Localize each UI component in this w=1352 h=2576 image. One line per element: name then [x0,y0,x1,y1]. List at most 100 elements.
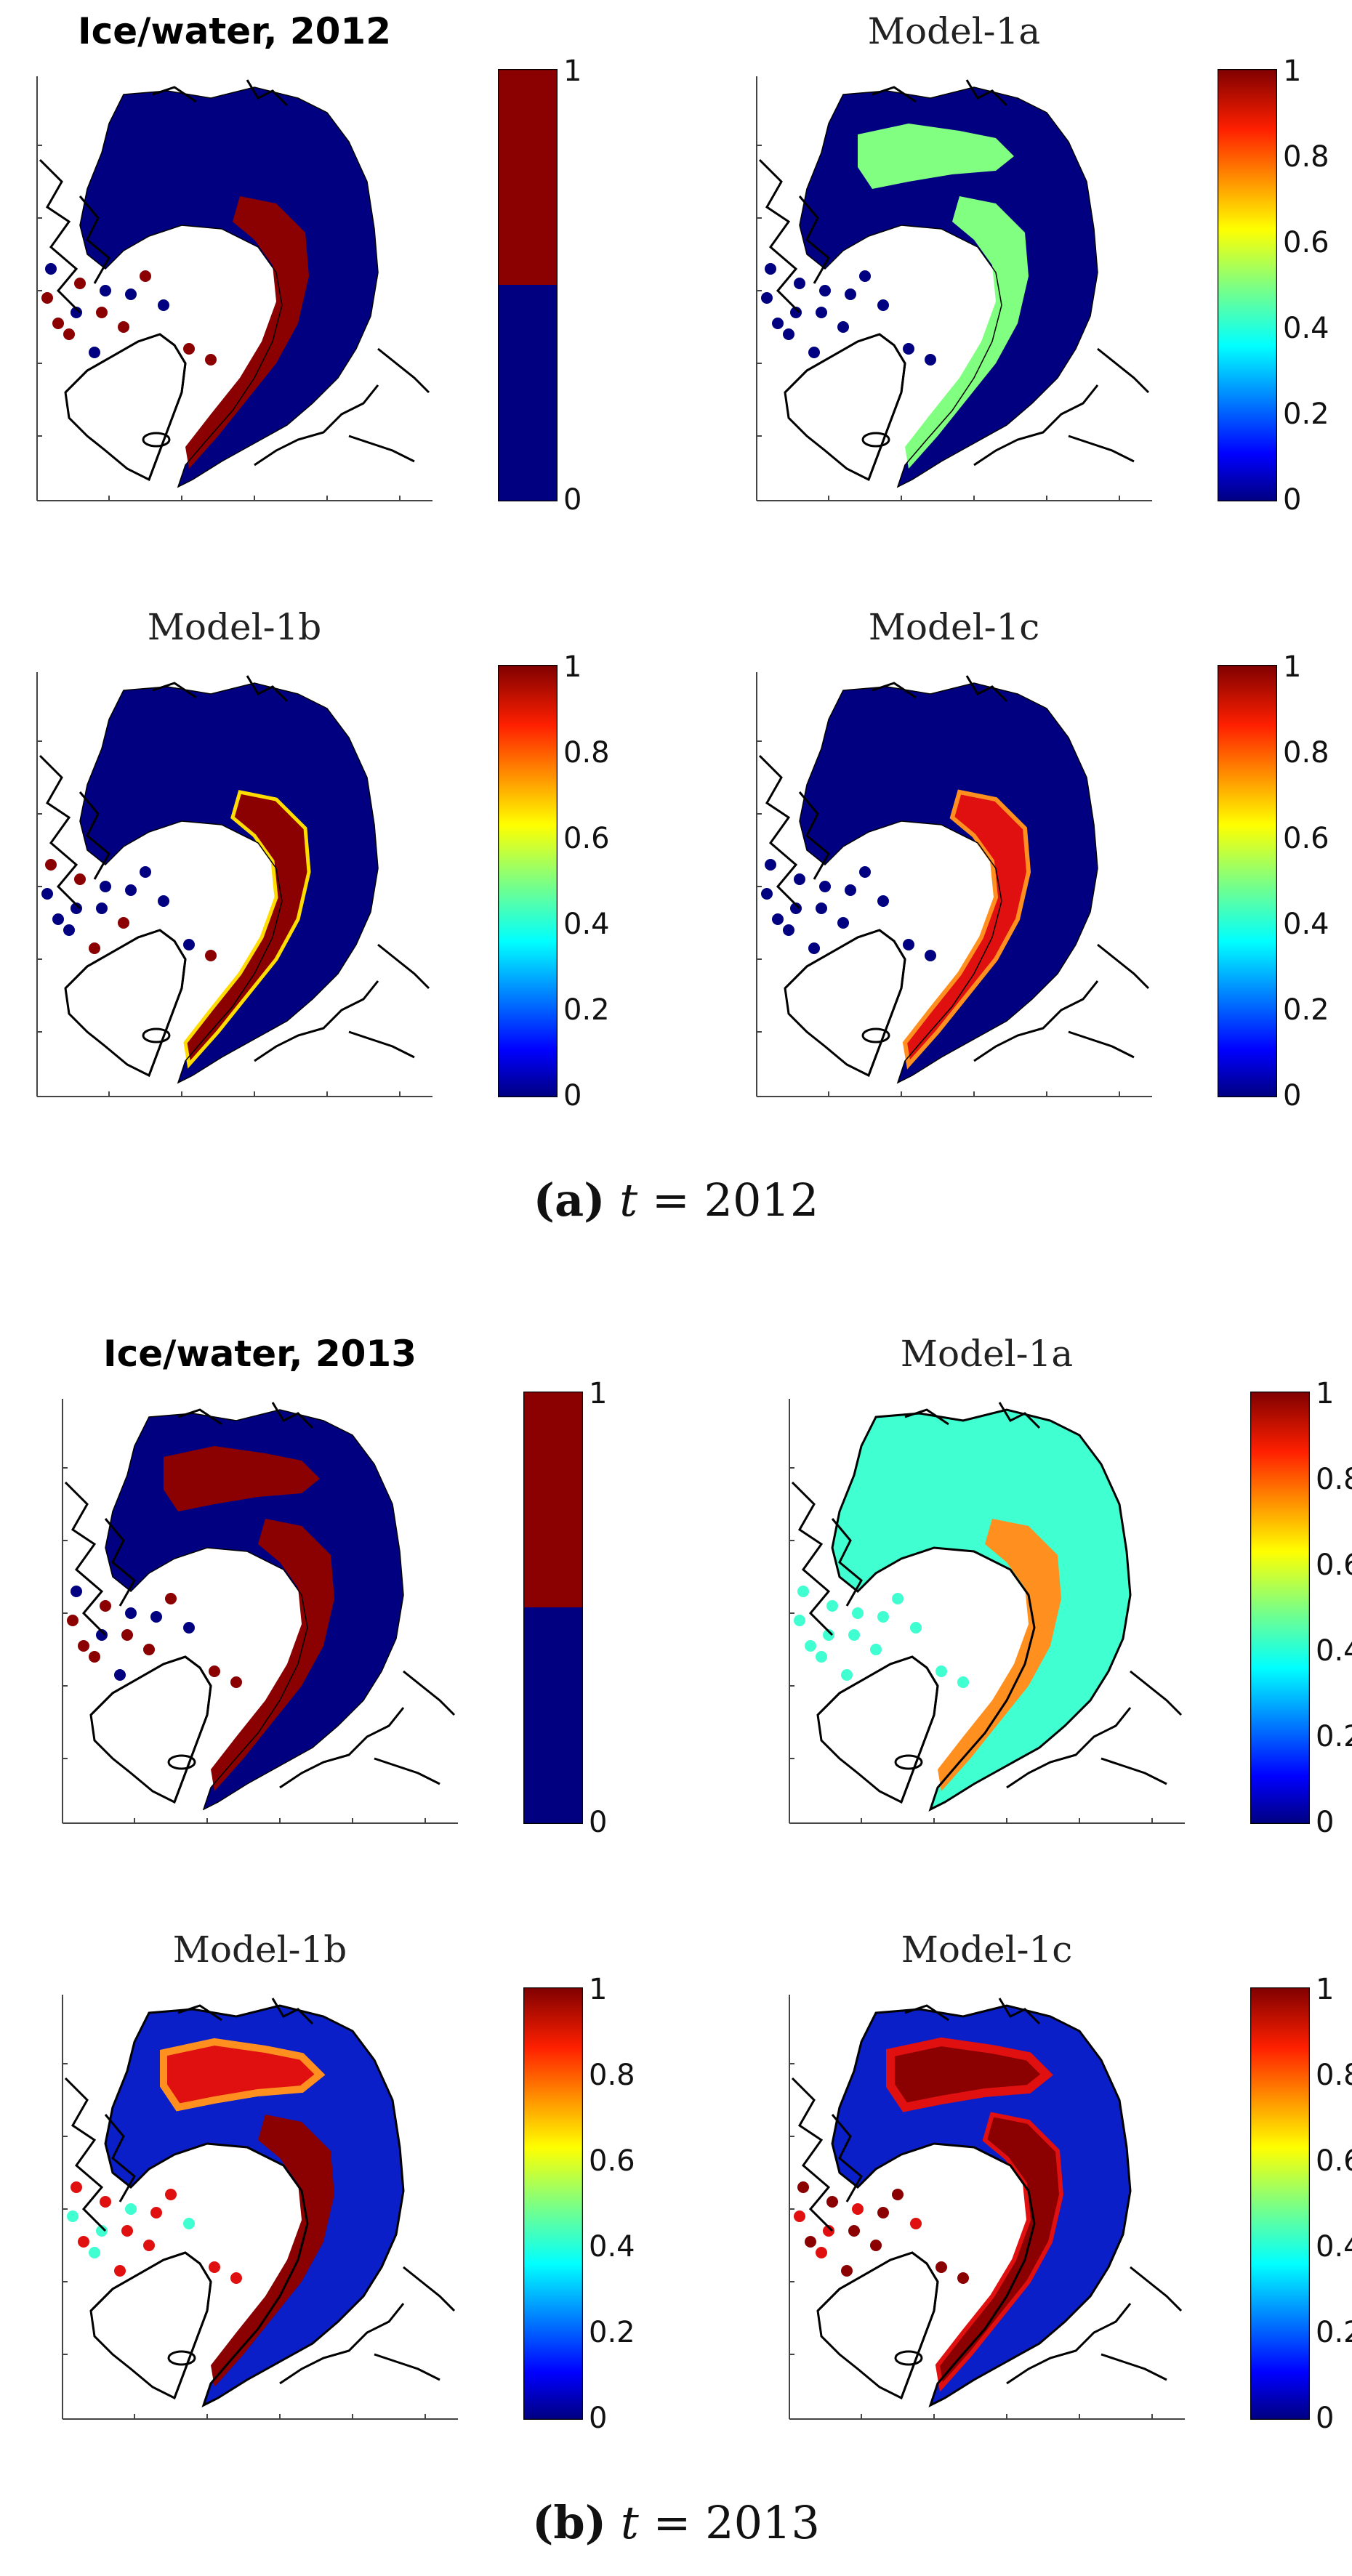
probability-band [938,1519,1061,1791]
grid-cell [797,1586,809,1597]
coastline [1130,1670,1183,1716]
grid-cell [848,1629,860,1641]
colorbar-tick-label: 0 [589,1806,608,1839]
grid-cell [63,328,75,340]
grid-cell [870,1644,882,1655]
colorbar-gradient [523,1987,583,2420]
grid-cell [209,1665,220,1677]
ocean-boundary [105,1409,404,1811]
coastline [791,2077,834,2232]
grid-cell [892,2189,904,2200]
grid-cell [125,884,137,896]
grid-cell [816,2247,827,2258]
coastline [152,86,197,103]
grid-cell [794,873,805,885]
grid-cell [957,1676,969,1688]
coastline [965,79,1008,107]
grid-cell [78,2236,89,2248]
grid-cell [71,903,82,914]
grid-cell [125,2203,137,2215]
arctic-map [62,1995,458,2420]
grid-cell [125,288,137,300]
coastline [279,1707,405,1789]
colorbar-tick-label: 0.6 [1316,2144,1352,2178]
grid-cell [183,1622,195,1634]
grid-cell [794,1615,805,1626]
subfigure-caption-b: (b) t = 2013 [0,2496,1352,2549]
grid-cell [118,917,129,929]
coastline [246,79,289,107]
coastline [1100,1757,1167,1785]
colorbar-border [1218,69,1277,501]
colorbar [523,1987,583,2420]
coastline [374,1757,440,1785]
subfigure-caption-a: (a) t = 2012 [0,1174,1352,1227]
panel-b-model-1c: Model-1c 1 0.8 0.6 0.4 0.2 0 [789,1918,1352,2433]
colorbar-tick-label: 1 [1316,1377,1335,1410]
colorbar [1250,1987,1310,2420]
panel-b-ice-water: Ice/water, 2013 1 0 [62,1323,658,1837]
grid-cell [45,859,57,871]
sea-ice-field [832,1410,1130,1809]
grid-cell [45,263,57,275]
colorbar-gradient [1218,665,1277,1097]
colorbar-tick-label: 0 [1316,2402,1335,2435]
ocean-boundary [831,1408,1132,1812]
grid-cell [209,2261,220,2273]
grid-cell [96,903,108,914]
panel-title: Model-1a [900,1333,1074,1375]
grid-cell [903,343,914,355]
panel-a-ice-water: Ice/water, 2012 1 0 [36,0,632,514]
panel-title: Ice/water, 2013 [102,1333,417,1375]
greenland-landmass [784,333,906,482]
coastline [894,1754,923,1770]
colorbar-segment-ice [523,1392,583,1607]
coastline [39,754,81,910]
grid-cell [783,924,794,936]
colorbar-tick-label: 0.8 [1283,140,1329,174]
colorbar-tick-label: 0 [1283,1079,1302,1113]
coastline [279,2303,405,2385]
coastline [271,1998,314,2025]
coastline [758,754,801,910]
grid-cell [859,270,871,282]
grid-cell [165,1593,177,1604]
probability-band [211,2115,334,2387]
coastline [1100,2353,1167,2381]
coastline [64,1481,107,1636]
coastline [142,432,171,448]
coastline [973,980,1099,1062]
grid-cell [957,2272,969,2284]
arctic-map [789,1399,1185,1824]
arctic-map [36,76,432,501]
sea-ice-field [80,87,378,487]
colorbar-border [523,1987,583,2420]
grid-cell [816,1651,827,1663]
grid-cell [765,859,776,871]
coastline [1006,1707,1132,1789]
grid-cell [183,343,195,355]
grid-cell [205,354,217,366]
colorbar-tick-label: 0.2 [589,2316,635,2349]
grid-cell [89,942,100,954]
coastline [377,943,430,990]
grid-cell [892,1593,904,1604]
grid-cell [848,2225,860,2237]
grid-cell [772,913,784,925]
grid-cell [877,895,889,907]
colorbar-tick-label: 0 [563,483,582,517]
panel-title: Model-1b [172,1929,347,1971]
grid-cell [121,1629,133,1641]
coastline [784,333,906,480]
coastline [1097,943,1150,990]
coastline [167,1754,196,1770]
grid-cell [877,2207,889,2218]
grid-cell [859,866,871,878]
grid-cell [100,1600,111,1612]
coastline [403,2266,456,2312]
grid-cell [140,866,151,878]
coastline [79,791,110,880]
grid-cell [125,1607,137,1619]
colorbar-tick-label: 0.6 [1316,1549,1352,1582]
grid-cell [150,2207,162,2218]
